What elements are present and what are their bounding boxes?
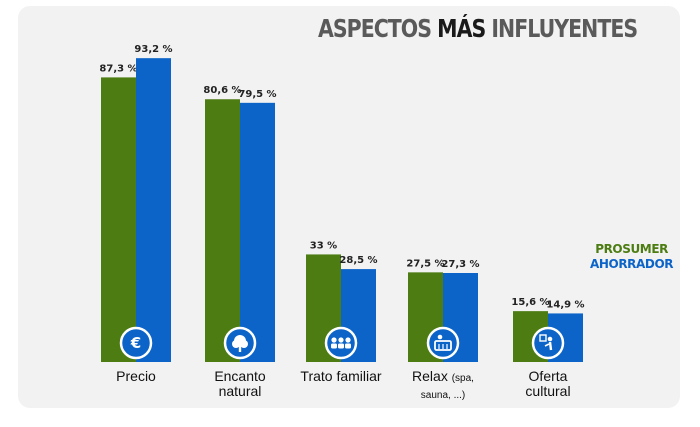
category-label-subtext-3: (spa, sauna, ...) [420, 373, 474, 401]
category-label-text-4: Oferta cultural [525, 368, 571, 399]
category-label-2: Trato familiar [298, 369, 384, 384]
category-label-0: Precio [93, 369, 179, 384]
value-label-prosumer-4: 15,6 % [511, 297, 549, 308]
category-icon-badge-0 [119, 326, 153, 360]
category-label-4: Oferta cultural [505, 369, 591, 399]
category-icon-badge-4 [531, 326, 565, 360]
euro-icon-glyph: € [130, 334, 141, 352]
bar-prosumer-1 [205, 99, 240, 362]
category-label-text-1: Encanto natural [214, 368, 266, 399]
category-label-1: Encanto natural [197, 369, 283, 399]
family-icon-body-1 [338, 343, 344, 349]
tree-icon-crown-left [232, 340, 240, 348]
category-label-text-3: Relax [412, 368, 448, 384]
chart-title: ASPECTOS MÁS INFLUYENTES [318, 14, 638, 54]
value-label-prosumer-1: 80,6 % [203, 85, 241, 96]
family-icon-body-0 [331, 343, 337, 349]
value-label-ahorrador-3: 27,3 % [441, 259, 479, 270]
bar-ahorrador-0 [136, 58, 171, 362]
family-icon-head-0 [331, 337, 337, 343]
title-word-mas: MÁS [437, 14, 486, 43]
family-icon-body-2 [345, 343, 351, 349]
family-icon-head-2 [345, 337, 351, 343]
bar-prosumer-0 [101, 77, 136, 362]
category-icon-badge-3 [426, 326, 460, 360]
museum-visitor-icon-arm [544, 343, 550, 347]
tree-icon-crown-right [240, 340, 248, 348]
category-label-3: Relax (spa, sauna, ...) [400, 369, 486, 403]
museum-visitor-icon-frame [539, 334, 547, 342]
museum-visitor-icon-head [547, 336, 553, 342]
title-word-influyentes: INFLUYENTES [491, 14, 638, 43]
value-label-ahorrador-1: 79,5 % [238, 89, 276, 100]
value-label-prosumer-0: 87,3 % [99, 63, 137, 74]
hot-tub-icon-tub [434, 340, 452, 351]
value-label-ahorrador-2: 28,5 % [339, 255, 377, 266]
museum-visitor-icon-body [548, 341, 553, 351]
tree-icon-trunk [238, 346, 242, 352]
value-label-prosumer-3: 27,5 % [406, 258, 444, 269]
category-icon-badge-2 [324, 326, 358, 360]
family-icon-head-1 [338, 337, 344, 343]
category-label-text-2: Trato familiar [300, 368, 382, 384]
legend-item-ahorrador: AHORRADOR [590, 257, 674, 271]
hot-tub-icon-head [437, 334, 443, 340]
value-label-prosumer-2: 33 % [310, 240, 337, 251]
title-word-aspectos: ASPECTOS [318, 14, 432, 43]
legend: PROSUMER AHORRADOR [590, 242, 674, 272]
value-label-ahorrador-4: 14,9 % [546, 299, 584, 310]
value-label-ahorrador-0: 93,2 % [134, 44, 172, 55]
category-label-text-0: Precio [116, 368, 156, 384]
legend-item-prosumer: PROSUMER [595, 242, 668, 256]
bar-ahorrador-1 [240, 102, 275, 362]
